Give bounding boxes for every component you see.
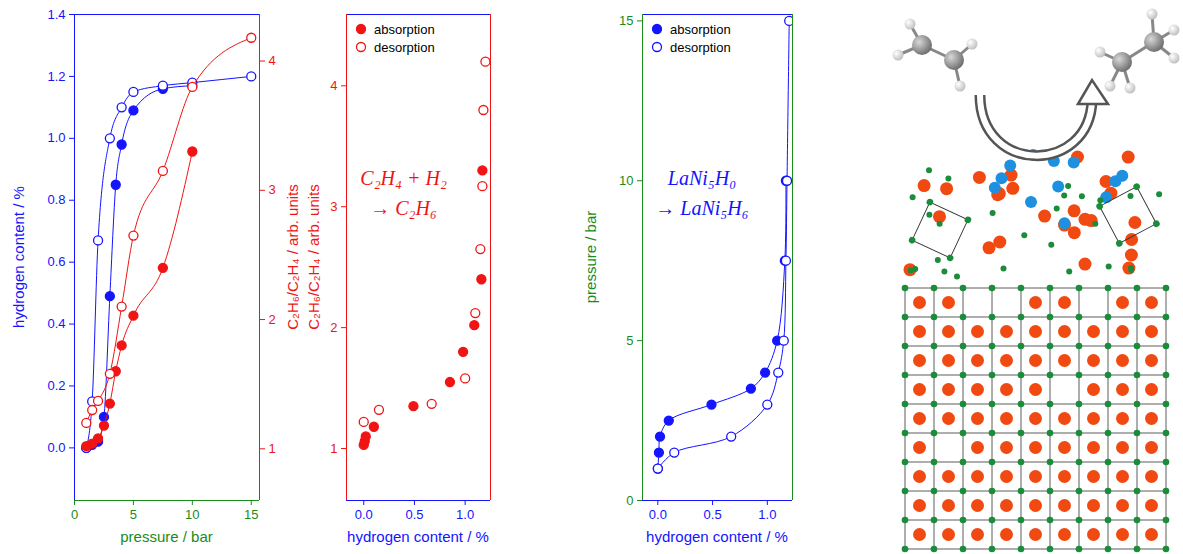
html-text:hydrogen content / %: hydrogen content / % — [9, 186, 27, 328]
html-text:→ C₂H₆: → C₂H₆ — [370, 197, 437, 219]
svg-text:10: 10 — [185, 507, 199, 522]
svg-text:5: 5 — [626, 333, 633, 348]
html-text:C₂H₆/C₂H₄ / arb. units: C₂H₆/C₂H₄ / arb. units — [304, 184, 322, 330]
svg-text:10: 10 — [619, 173, 633, 188]
svg-text:2: 2 — [330, 320, 337, 335]
svg-text:4: 4 — [330, 78, 337, 93]
svg-text:1.0: 1.0 — [758, 507, 776, 522]
svg-text:1: 1 — [330, 441, 337, 456]
svg-text:0.5: 0.5 — [704, 507, 722, 522]
html-text:absorption: absorption — [670, 21, 731, 37]
html-text:LaNi₅H₀: LaNi₅H₀ — [667, 167, 737, 189]
svg-text:1: 1 — [269, 441, 276, 456]
html-text:hydrogen content / %: hydrogen content / % — [646, 527, 788, 545]
html-text:→ LaNi₅H₆: → LaNi₅H₆ — [655, 197, 749, 219]
svg-text:3: 3 — [269, 182, 276, 197]
svg-text:0.0: 0.0 — [47, 440, 65, 455]
svg-text:4: 4 — [269, 53, 276, 68]
svg-text:0.6: 0.6 — [47, 254, 65, 269]
svg-text:1.4: 1.4 — [47, 7, 65, 22]
html-text:hydrogen content / %: hydrogen content / % — [347, 527, 489, 545]
svg-text:0.2: 0.2 — [47, 378, 65, 393]
svg-text:15: 15 — [619, 13, 633, 28]
svg-text:0: 0 — [626, 493, 633, 508]
html-text:desorption: desorption — [374, 39, 435, 55]
svg-text:0.0: 0.0 — [355, 507, 373, 522]
html-text:C₂H₆/C₂H₄ / arb. units: C₂H₆/C₂H₄ / arb. units — [283, 184, 301, 330]
svg-text:0.0: 0.0 — [649, 507, 667, 522]
svg-text:2: 2 — [269, 312, 276, 327]
svg-text:1.0: 1.0 — [456, 507, 474, 522]
svg-text:0.5: 0.5 — [405, 507, 423, 522]
html-text:pressure / bar: pressure / bar — [120, 527, 213, 545]
svg-text:0.4: 0.4 — [47, 316, 65, 331]
svg-text:1.2: 1.2 — [47, 69, 65, 84]
svg-text:0.8: 0.8 — [47, 192, 65, 207]
html-text:absorption: absorption — [374, 21, 435, 37]
svg-text:5: 5 — [130, 507, 137, 522]
html-text:C₂H₄ + H₂: C₂H₄ + H₂ — [360, 167, 447, 189]
svg-text:0: 0 — [71, 507, 78, 522]
html-text:desorption: desorption — [670, 39, 731, 55]
svg-text:15: 15 — [244, 507, 258, 522]
svg-text:1.0: 1.0 — [47, 130, 65, 145]
html-text:pressure / bar: pressure / bar — [581, 210, 599, 304]
svg-text:3: 3 — [330, 199, 337, 214]
